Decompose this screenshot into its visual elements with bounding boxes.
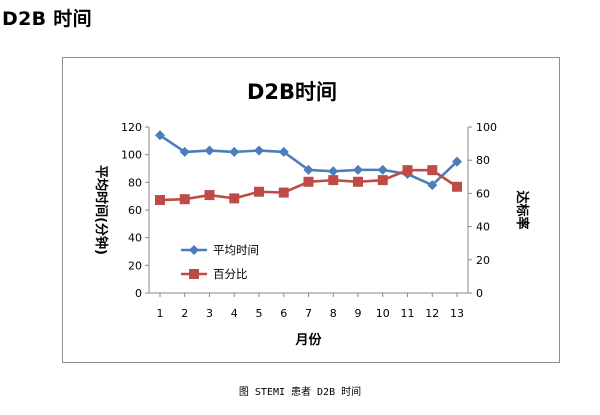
left-tick-label: 100 — [121, 149, 142, 162]
left-tick-label: 0 — [135, 287, 142, 300]
left-tick-label: 120 — [121, 121, 142, 134]
right-tick-label: 100 — [476, 121, 497, 134]
diamond-marker — [189, 245, 199, 255]
x-tick-label: 7 — [305, 307, 312, 320]
figure-caption: 图 STEMI 患者 D2B 时间 — [238, 387, 362, 398]
legend-item: 百分比 — [181, 267, 248, 281]
page-heading: D2B 时间 — [2, 8, 92, 30]
right-tick-label: 0 — [476, 287, 483, 300]
diamond-marker — [278, 146, 289, 157]
right-axis-title: 达标率 — [514, 190, 530, 229]
diamond-marker — [229, 146, 240, 157]
square-marker — [328, 175, 339, 186]
x-tick-label: 11 — [401, 307, 415, 320]
x-tick-label: 2 — [181, 307, 188, 320]
right-tick-label: 40 — [476, 221, 490, 234]
right-tick-label: 20 — [476, 254, 490, 267]
square-marker — [427, 165, 438, 176]
square-marker — [189, 269, 199, 279]
diamond-marker — [452, 156, 462, 167]
square-marker — [303, 176, 314, 187]
x-tick-label: 13 — [450, 307, 464, 320]
left-tick-label: 80 — [128, 176, 142, 189]
legend-item: 平均时间 — [181, 243, 259, 257]
x-axis-title: 月份 — [294, 332, 322, 348]
square-marker — [204, 190, 215, 201]
diamond-marker — [377, 164, 388, 175]
square-marker — [402, 165, 413, 176]
x-tick-label: 1 — [157, 307, 164, 320]
right-tick-label: 80 — [476, 154, 490, 167]
x-tick-label: 8 — [330, 307, 337, 320]
legend-label: 平均时间 — [213, 243, 259, 257]
diamond-marker — [179, 146, 190, 157]
diamond-marker — [328, 166, 339, 177]
chart-series — [155, 130, 462, 206]
left-axis-title: 平均时间(分钟) — [93, 165, 109, 255]
x-tick-label: 12 — [425, 307, 439, 320]
chart-title: D2B时间 — [247, 80, 337, 104]
square-marker — [452, 181, 462, 192]
x-tick-label: 5 — [256, 307, 263, 320]
series-2 — [155, 165, 462, 206]
left-tick-label: 40 — [128, 232, 142, 245]
x-tick-label: 6 — [280, 307, 287, 320]
left-tick-label: 20 — [128, 259, 142, 272]
diamond-marker — [353, 164, 363, 175]
square-marker — [377, 175, 388, 186]
right-tick-label: 60 — [476, 187, 490, 200]
x-tick-label: 4 — [231, 307, 238, 320]
chart-frame: D2B时间 0 20 40 60 80 100 120 0 20 40 60 80 100 1 2 3 4 5 6 7… — [62, 57, 560, 363]
x-tick-label: 9 — [355, 307, 362, 320]
diamond-marker — [303, 164, 314, 175]
square-marker — [278, 187, 289, 198]
diamond-marker — [427, 180, 438, 191]
square-marker — [229, 193, 240, 204]
square-marker — [155, 195, 165, 206]
diamond-marker — [254, 145, 264, 156]
legend-label: 百分比 — [213, 267, 248, 281]
x-tick-label: 10 — [376, 307, 390, 320]
x-tick-label: 3 — [206, 307, 213, 320]
left-tick-label: 60 — [128, 204, 142, 217]
diamond-marker — [204, 145, 215, 156]
square-marker — [353, 176, 363, 187]
square-marker — [179, 194, 190, 205]
diamond-marker — [155, 130, 165, 141]
square-marker — [254, 186, 264, 197]
